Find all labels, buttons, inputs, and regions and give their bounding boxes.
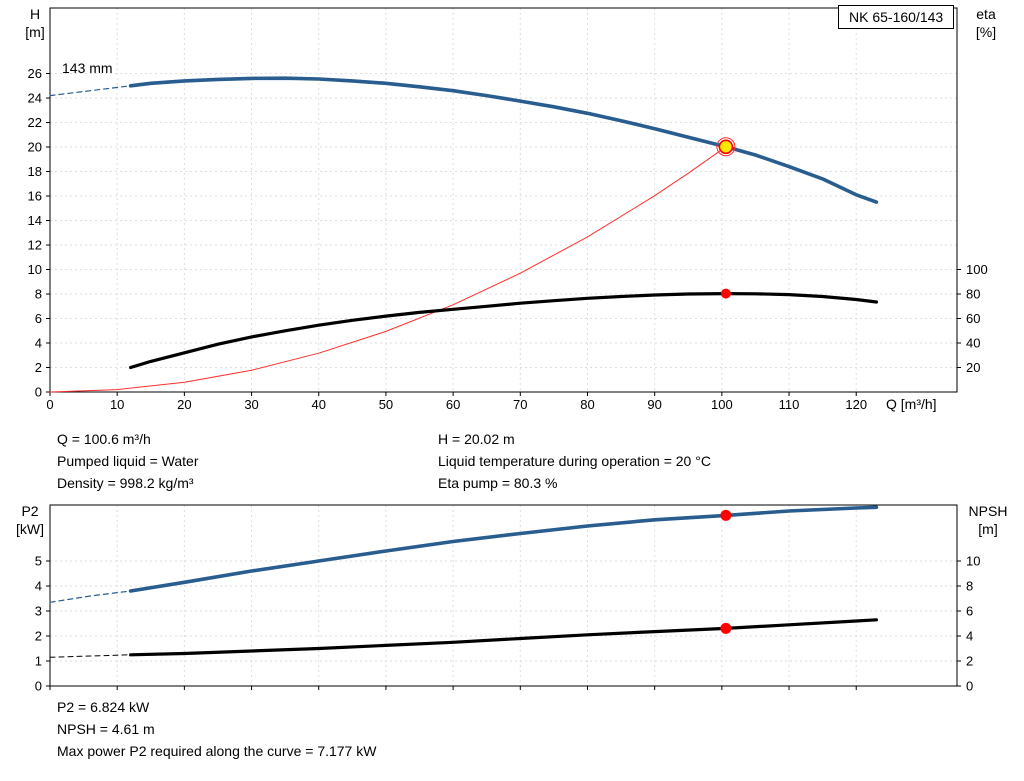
x-tick-label: 10 — [110, 397, 124, 412]
y-left-tick-label: 4 — [35, 336, 42, 351]
p2-result-text: P2 = 6.824 kW — [57, 699, 150, 715]
x-tick-label: 70 — [513, 397, 527, 412]
impeller-diameter-label: 143 mm — [62, 60, 113, 76]
x-tick-label: 20 — [177, 397, 191, 412]
y-right-tick-label: 8 — [966, 579, 973, 594]
x-tick-label: 0 — [46, 397, 53, 412]
y-left-tick-label: 3 — [35, 604, 42, 619]
y-left-tick-label: 4 — [35, 579, 42, 594]
y-left-tick-label: 20 — [28, 140, 42, 155]
duty-point-marker[interactable] — [718, 139, 734, 155]
y-left-tick-label: 1 — [35, 654, 42, 669]
y-left-tick-label: 2 — [35, 629, 42, 644]
y-right-tick-label: 60 — [966, 311, 980, 326]
p2-axis-title: P2 — [21, 503, 39, 519]
y-right-tick-label: 80 — [966, 287, 980, 302]
y-right-tick-label: 2 — [966, 654, 973, 669]
y-left-tick-label: 16 — [28, 189, 42, 204]
y-left-tick-label: 2 — [35, 360, 42, 375]
y-left-tick-label: 10 — [28, 262, 42, 277]
p2-curve-extrapolated — [49, 590, 132, 603]
x-tick-label: 120 — [845, 397, 867, 412]
x-tick-label: 110 — [779, 397, 800, 412]
y-right-tick-label: 40 — [966, 336, 980, 351]
y-left-tick-label: 0 — [35, 679, 42, 694]
y-left-tick-label: 26 — [28, 66, 42, 81]
eta-axis-title: eta — [976, 6, 996, 22]
y-left-tick-label: 8 — [35, 287, 42, 302]
x-tick-label: 50 — [379, 397, 393, 412]
eta-axis-unit: [%] — [975, 24, 997, 40]
flow-axis-title: Q [m³/h] — [886, 396, 937, 412]
plot-frame — [49, 7, 958, 393]
p2-point-marker[interactable] — [720, 509, 732, 521]
npsh-point-marker[interactable] — [720, 622, 732, 634]
x-tick-label: 100 — [711, 397, 733, 412]
eta-curve — [129, 292, 879, 370]
y-left-tick-label: 24 — [28, 91, 42, 106]
head-axis-unit: [m] — [25, 24, 45, 40]
y-right-tick-label: 6 — [966, 604, 973, 619]
y-left-tick-label: 18 — [28, 164, 42, 179]
y-left-tick-label: 22 — [28, 115, 42, 130]
y-left-tick-label: 14 — [28, 213, 42, 228]
x-tick-label: 30 — [244, 397, 258, 412]
head-axis-title: H — [29, 6, 41, 22]
npsh-curve — [129, 618, 879, 657]
plot-frame — [49, 504, 958, 687]
y-right-tick-label: 10 — [966, 554, 980, 569]
head-curve — [128, 76, 879, 204]
x-tick-label: 80 — [580, 397, 594, 412]
liquid-temperature-text: Liquid temperature during operation = 20… — [438, 453, 711, 469]
y-left-tick-label: 12 — [28, 238, 42, 253]
y-left-tick-label: 6 — [35, 311, 42, 326]
density-text: Density = 998.2 kg/m³ — [57, 475, 194, 491]
npsh-curve-extrapolated — [49, 654, 132, 658]
eta-pump-text: Eta pump = 80.3 % — [438, 475, 558, 491]
x-tick-label: 60 — [446, 397, 460, 412]
head-curve-extrapolated — [49, 85, 132, 97]
y-right-tick-label: 0 — [966, 679, 973, 694]
y-left-tick-label: 0 — [35, 385, 42, 400]
npsh-result-text: NPSH = 4.61 m — [57, 721, 155, 737]
duty-flow-text: Q = 100.6 m³/h — [57, 431, 151, 447]
duty-head-text: H = 20.02 m — [438, 431, 515, 447]
eta-point-marker[interactable] — [720, 288, 731, 299]
system-curve — [49, 146, 727, 393]
p2-axis-unit: [kW] — [16, 521, 44, 537]
pump-model-badge: NK 65-160/143 — [838, 5, 955, 29]
pumped-liquid-text: Pumped liquid = Water — [57, 453, 199, 469]
x-tick-label: 40 — [312, 397, 326, 412]
npsh-axis-title: NPSH — [968, 503, 1008, 519]
y-right-tick-label: 100 — [966, 262, 988, 277]
x-tick-label: 90 — [647, 397, 661, 412]
y-right-tick-label: 4 — [966, 629, 973, 644]
y-right-tick-label: 20 — [966, 360, 980, 375]
max-power-text: Max power P2 required along the curve = … — [57, 743, 377, 759]
duty-point-ring[interactable] — [716, 137, 736, 157]
npsh-axis-unit: [m] — [978, 521, 998, 537]
y-left-tick-label: 5 — [35, 554, 42, 569]
p2-curve — [128, 505, 879, 593]
